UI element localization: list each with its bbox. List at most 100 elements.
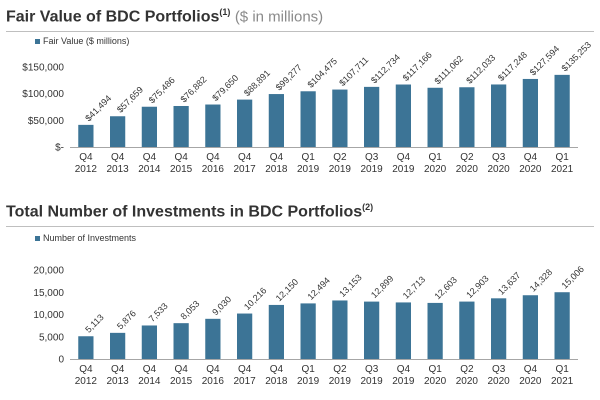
investments-count-chart: Number of Investments 0 5,000 10,000 15,000 2… (33, 233, 586, 387)
chart-2-data-label: 9,030 (210, 294, 233, 317)
chart-1-data-label: $41,494 (83, 93, 113, 123)
chart-2-xtick-year: 2019 (297, 376, 320, 387)
chart-2-xtick-quarter: Q4 (79, 364, 93, 375)
chart-1-bar (141, 106, 157, 147)
chart-1-bar (173, 105, 189, 147)
chart-1-xtick-year: 2019 (297, 164, 320, 175)
chart-1-bar (332, 89, 348, 147)
chart-2-bar (459, 301, 475, 359)
chart-2-bar (364, 301, 380, 359)
chart-1-data-label: $127,594 (528, 44, 562, 78)
chart-1-bar (554, 74, 570, 147)
chart-2-data-label: 5,876 (115, 308, 138, 331)
chart-1-title-text: Fair Value of BDC Portfolios (6, 8, 220, 26)
chart-2-xtick-year: 2015 (170, 376, 193, 387)
chart-1-ytick-label: $50,000 (28, 116, 65, 127)
chart-2-xtick-year: 2019 (329, 376, 352, 387)
chart-1-bar (110, 116, 126, 147)
chart-2-xtick-quarter: Q4 (143, 364, 157, 375)
chart-1-xtick-year: 2020 (424, 164, 447, 175)
chart-1-bar (522, 78, 538, 147)
chart-1-xtick-quarter: Q3 (492, 152, 506, 163)
chart-1-data-label: $88,891 (242, 68, 272, 98)
chart-1-xtick-year: 2021 (551, 164, 574, 175)
chart-2-xtick-year: 2019 (361, 376, 384, 387)
chart-1-bar (491, 84, 507, 147)
chart-1-xtick-year: 2019 (329, 164, 352, 175)
chart-2-bar (173, 323, 189, 359)
chart-2-xtick-year: 2020 (519, 376, 542, 387)
chart-2-ytick-label: 15,000 (33, 288, 64, 299)
chart-1-data-label: $107,711 (337, 55, 370, 88)
chart-2-data-label: 12,603 (432, 275, 459, 302)
chart-2-data-label: 7,533 (147, 301, 170, 324)
chart-2-xtick-year: 2016 (202, 376, 225, 387)
chart-1-xtick-quarter: Q1 (301, 152, 315, 163)
chart-1-ytick-label: $100,000 (22, 89, 64, 100)
chart-2-xtick-quarter: Q2 (333, 364, 347, 375)
chart-2-bar (395, 302, 411, 359)
chart-2-bar (78, 336, 94, 359)
chart-2-bar (237, 313, 253, 359)
chart-1-xtick-quarter: Q3 (365, 152, 379, 163)
chart-1-data-label: $104,475 (305, 56, 339, 90)
chart-2-xtick-year: 2018 (265, 376, 288, 387)
chart-1-data-label: $117,166 (401, 50, 434, 83)
chart-1-xtick-quarter: Q4 (111, 152, 125, 163)
chart-2-xtick-year: 2020 (424, 376, 447, 387)
chart-1-xtick-year: 2020 (456, 164, 479, 175)
chart-2-bar (491, 298, 507, 359)
chart-1-xtick-year: 2019 (392, 164, 415, 175)
fair-value-chart: Fair Value ($ millions) $- $50,000 $100,000… (22, 36, 593, 175)
chart-2-title-text: Total Number of Investments in BDC Portf… (6, 203, 363, 221)
chart-1-data-label: $111,062 (432, 54, 465, 87)
chart-1-data-label: $57,659 (115, 85, 145, 115)
chart-1-bar (268, 94, 284, 147)
chart-1-xtick-year: 2013 (107, 164, 130, 175)
chart-2-xtick-year: 2012 (75, 376, 98, 387)
chart-2-xtick-quarter: Q4 (397, 364, 411, 375)
chart-1-subtitle: ($ in millions) (234, 8, 324, 26)
chart-1-xtick-quarter: Q4 (270, 152, 284, 163)
chart-2-xtick-quarter: Q4 (238, 364, 252, 375)
chart-1-xtick-year: 2015 (170, 164, 193, 175)
chart-1-data-label: $117,248 (496, 50, 529, 83)
chart-2-bar (522, 295, 538, 359)
chart-2-ytick-label: 0 (58, 355, 64, 366)
chart-1-xtick-year: 2016 (202, 164, 225, 175)
chart-2-data-label: 13,637 (496, 270, 523, 297)
chart-1-data-label: $79,650 (210, 73, 240, 103)
chart-2-xtick-year: 2020 (488, 376, 511, 387)
chart-1-data-label: $112,734 (369, 52, 402, 85)
chart-1-xtick-quarter: Q4 (79, 152, 93, 163)
chart-1-xtick-year: 2018 (265, 164, 288, 175)
chart-2-data-label: 12,494 (305, 275, 332, 302)
chart-1-xtick-quarter: Q4 (143, 152, 157, 163)
chart-2-ytick-label: 5,000 (39, 332, 64, 343)
chart-2-xtick-quarter: Q1 (301, 364, 315, 375)
chart-1-bar (364, 86, 380, 147)
chart-1-xtick-quarter: Q4 (174, 152, 188, 163)
chart-1-ytick-label: $- (55, 143, 64, 154)
chart-2-xtick-year: 2014 (138, 376, 161, 387)
chart-2-data-label: 12,713 (401, 274, 428, 301)
chart-2-divider (6, 226, 594, 227)
chart-2-data-label: 12,150 (274, 277, 301, 304)
chart-1-ytick-label: $150,000 (22, 63, 64, 74)
chart-2-legend-label: Number of Investments (43, 233, 137, 243)
chart-2-xtick-quarter: Q4 (111, 364, 125, 375)
chart-1-xtick-year: 2012 (75, 164, 98, 175)
chart-1-xtick-quarter: Q4 (524, 152, 538, 163)
chart-1-xtick-year: 2014 (138, 164, 161, 175)
chart-1-xtick-quarter: Q1 (428, 152, 442, 163)
chart-1-xtick-year: 2019 (361, 164, 384, 175)
chart-2-xtick-quarter: Q4 (206, 364, 220, 375)
chart-2-data-label: 10,216 (242, 285, 269, 312)
chart-1-xtick-quarter: Q4 (238, 152, 252, 163)
chart-1-xtick-year: 2017 (234, 164, 257, 175)
chart-2-xtick-quarter: Q3 (492, 364, 506, 375)
chart-2-bar (300, 303, 316, 359)
chart-2-data-label: 13,153 (337, 272, 364, 299)
chart-1-xtick-year: 2020 (519, 164, 542, 175)
chart-1-data-label: $112,033 (464, 53, 497, 86)
